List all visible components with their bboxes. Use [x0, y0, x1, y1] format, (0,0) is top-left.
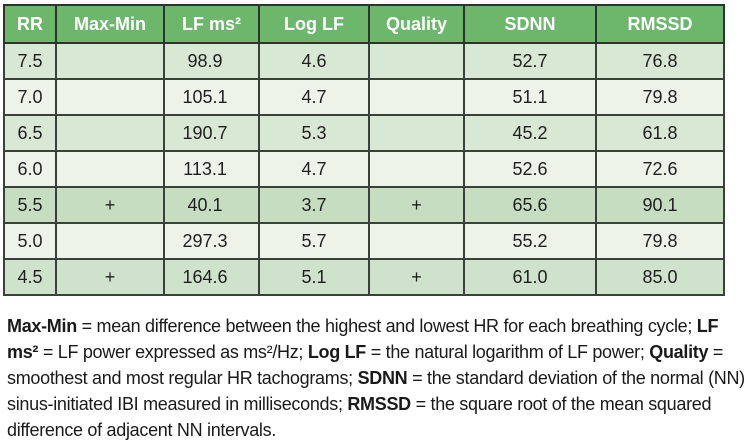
cell-rmssd: 85.0	[595, 258, 725, 296]
cell-sdnn: 55.2	[463, 222, 597, 260]
caption-text: = LF power expressed as ms²/Hz;	[38, 342, 308, 362]
cell-log-lf: 4.6	[258, 42, 370, 80]
cell-lf-ms2: 297.3	[163, 222, 260, 260]
table-header-row: RR Max-Min LF ms² Log LF Quality SDNN RM…	[3, 4, 725, 44]
caption-text: = the standard deviation of the normal (…	[7, 368, 745, 414]
cell-max-min	[55, 114, 165, 152]
cell-quality	[368, 222, 465, 260]
cell-lf-ms2: 113.1	[163, 150, 260, 188]
caption-term-log-lf: Log LF	[307, 342, 367, 362]
column-header-log-lf: Log LF	[258, 4, 370, 44]
cell-max-min	[55, 78, 165, 116]
caption-text: = smoothest and most regular HR tachogra…	[7, 342, 724, 388]
caption-term-max-min: Max-Min	[7, 316, 77, 336]
cell-rr: 5.0	[3, 222, 57, 260]
cell-rmssd: 72.6	[595, 150, 725, 188]
caption-text: = the natural logarithm of LF power;	[366, 342, 650, 362]
hrv-results-table: RR Max-Min LF ms² Log LF Quality SDNN RM…	[3, 4, 725, 296]
caption-text: = mean difference between the highest an…	[76, 316, 697, 336]
caption-text: = the square root of the mean squared di…	[7, 394, 712, 440]
cell-max-min	[55, 222, 165, 260]
cell-quality	[368, 150, 465, 188]
column-header-quality: Quality	[368, 4, 465, 44]
table-row: 6.5 190.7 5.3 45.2 61.8	[3, 114, 725, 152]
table-row: 7.0 105.1 4.7 51.1 79.8	[3, 78, 725, 116]
table-row: 5.0 297.3 5.7 55.2 79.8	[3, 222, 725, 260]
cell-log-lf: 5.3	[258, 114, 370, 152]
cell-sdnn: 65.6	[463, 186, 597, 224]
cell-sdnn: 52.7	[463, 42, 597, 80]
cell-rmssd: 90.1	[595, 186, 725, 224]
table-row: 4.5 + 164.6 5.1 + 61.0 85.0	[3, 258, 725, 296]
cell-sdnn: 61.0	[463, 258, 597, 296]
cell-sdnn: 45.2	[463, 114, 597, 152]
cell-rr: 7.0	[3, 78, 57, 116]
table-row: 7.5 98.9 4.6 52.7 76.8	[3, 42, 725, 80]
cell-log-lf: 5.1	[258, 258, 370, 296]
column-header-sdnn: SDNN	[463, 4, 597, 44]
cell-log-lf: 4.7	[258, 150, 370, 188]
column-header-lf-ms2: LF ms²	[163, 4, 260, 44]
cell-rmssd: 79.8	[595, 78, 725, 116]
cell-lf-ms2: 40.1	[163, 186, 260, 224]
cell-max-min: +	[55, 186, 165, 224]
cell-rr: 7.5	[3, 42, 57, 80]
cell-rmssd: 79.8	[595, 222, 725, 260]
caption-term-quality: Quality	[649, 342, 709, 362]
cell-max-min: +	[55, 258, 165, 296]
table-row: 6.0 113.1 4.7 52.6 72.6	[3, 150, 725, 188]
cell-rmssd: 61.8	[595, 114, 725, 152]
cell-lf-ms2: 164.6	[163, 258, 260, 296]
cell-rr: 6.5	[3, 114, 57, 152]
page: RR Max-Min LF ms² Log LF Quality SDNN RM…	[0, 4, 750, 448]
cell-log-lf: 5.7	[258, 222, 370, 260]
cell-sdnn: 52.6	[463, 150, 597, 188]
cell-max-min	[55, 150, 165, 188]
cell-sdnn: 51.1	[463, 78, 597, 116]
cell-lf-ms2: 105.1	[163, 78, 260, 116]
cell-log-lf: 4.7	[258, 78, 370, 116]
cell-max-min	[55, 42, 165, 80]
column-header-rr: RR	[3, 4, 57, 44]
cell-quality	[368, 114, 465, 152]
cell-quality	[368, 42, 465, 80]
table-row: 5.5 + 40.1 3.7 + 65.6 90.1	[3, 186, 725, 224]
caption-term-sdnn: SDNN	[357, 368, 408, 388]
cell-lf-ms2: 98.9	[163, 42, 260, 80]
cell-quality	[368, 78, 465, 116]
cell-log-lf: 3.7	[258, 186, 370, 224]
caption-term-rmssd: RMSSD	[347, 394, 411, 414]
cell-rr: 6.0	[3, 150, 57, 188]
column-header-max-min: Max-Min	[55, 4, 165, 44]
cell-quality: +	[368, 258, 465, 296]
cell-rr: 5.5	[3, 186, 57, 224]
cell-quality: +	[368, 186, 465, 224]
cell-lf-ms2: 190.7	[163, 114, 260, 152]
table-caption: Max-Min = mean difference between the hi…	[7, 313, 745, 443]
caption-term-lf-ms2: LF ms²	[7, 316, 719, 362]
cell-rmssd: 76.8	[595, 42, 725, 80]
column-header-rmssd: RMSSD	[595, 4, 725, 44]
cell-rr: 4.5	[3, 258, 57, 296]
